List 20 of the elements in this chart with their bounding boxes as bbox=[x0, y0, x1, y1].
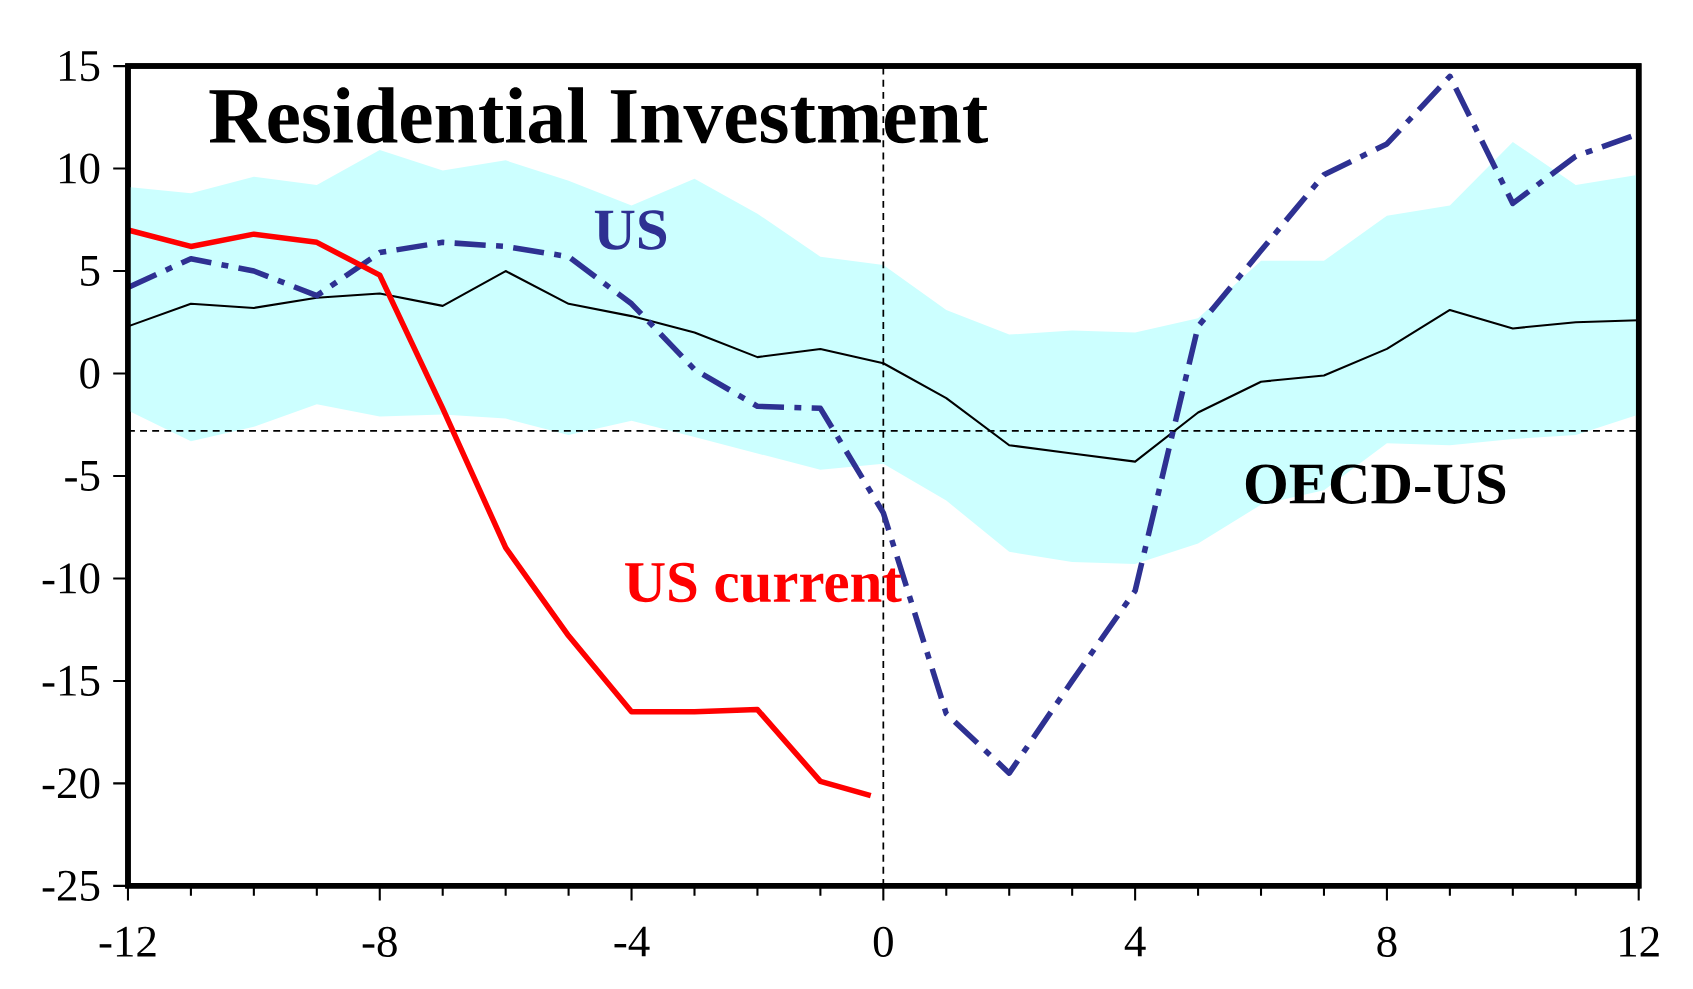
y-tick-label: 15 bbox=[59, 50, 100, 82]
series-label: US bbox=[594, 210, 667, 250]
x-tick-label: 0 bbox=[873, 926, 893, 957]
series-label: OECD-US bbox=[1245, 464, 1506, 504]
x-tick-label: 4 bbox=[1124, 926, 1146, 957]
x-tick-label: 8 bbox=[1377, 926, 1397, 957]
y-tick-label: -10 bbox=[42, 563, 100, 594]
y-tick-label: 5 bbox=[81, 255, 100, 286]
y-tick-label: -20 bbox=[42, 768, 100, 799]
y-tick-label: -15 bbox=[42, 665, 100, 696]
y-tick-label: -25 bbox=[42, 870, 100, 901]
y-tick-label: 0 bbox=[80, 358, 100, 389]
y-tick-label: 10 bbox=[59, 153, 100, 184]
x-tick-label: -8 bbox=[362, 926, 397, 957]
x-tick-label: -12 bbox=[99, 926, 156, 957]
y-tick-label: -5 bbox=[65, 460, 100, 491]
series-label: US current bbox=[625, 562, 902, 603]
x-tick-label: 12 bbox=[1620, 926, 1659, 957]
x-tick-label: -4 bbox=[614, 926, 650, 957]
chart-title: Residential Investment bbox=[209, 87, 988, 144]
